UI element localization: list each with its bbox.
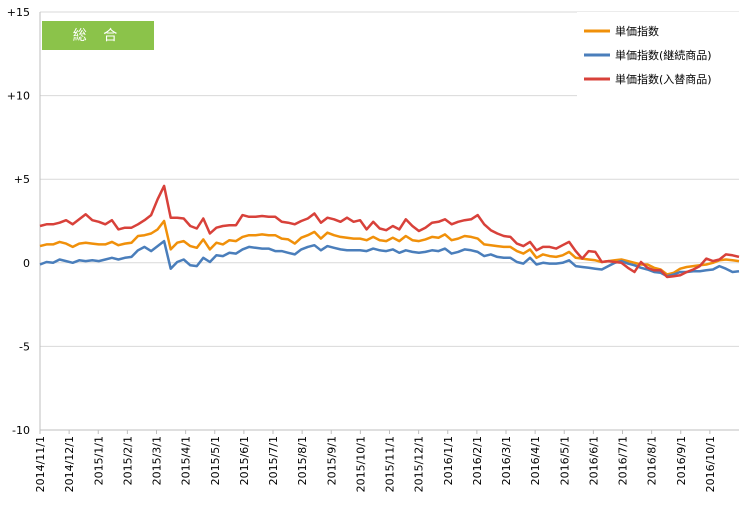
legend-label-unit-price: 単価指数 <box>615 24 659 38</box>
x-tick-labels: 2014/11/1 2014/12/1 2015/1/1 2015/2/1 2015/3… <box>34 436 717 492</box>
x-tick-label: 2015/6/1 <box>238 436 251 485</box>
y-tick-labels: +15 +10 +5 0 -5 -10 <box>7 6 30 437</box>
x-tick-label: 2016/10/1 <box>704 436 717 492</box>
legend-label-continuing-products: 単価指数(継続商品) <box>615 48 712 62</box>
x-tick-label: 2016/8/1 <box>646 436 659 485</box>
x-tick-label: 2015/9/1 <box>325 436 338 485</box>
series-line-continuing-products <box>39 239 740 278</box>
y-tick-label: -10 <box>12 424 30 437</box>
y-tick-label: -5 <box>19 340 30 353</box>
x-tick-label: 2016/6/1 <box>587 436 600 485</box>
x-tick-label: 2015/5/1 <box>209 436 222 485</box>
x-tick-label: 2015/4/1 <box>180 436 193 485</box>
y-tick-label: +10 <box>7 90 30 103</box>
series-line-replacement-products <box>39 184 740 279</box>
x-tick-label: 2014/12/1 <box>63 436 76 492</box>
legend-label-replacement-products: 単価指数(入替商品) <box>615 72 712 86</box>
x-tick-label: 2016/4/1 <box>529 436 542 485</box>
x-tick-label: 2016/9/1 <box>675 436 688 485</box>
y-tick-label: 0 <box>23 257 30 270</box>
x-tick-label: 2016/5/1 <box>558 436 571 485</box>
x-tick-label: 2015/11/1 <box>384 436 397 492</box>
series-line-unit-price <box>39 219 740 276</box>
x-tick-label: 2015/10/1 <box>354 436 367 492</box>
title-badge-background <box>42 21 154 50</box>
axes <box>39 12 739 434</box>
x-tick-label: 2015/2/1 <box>121 436 134 485</box>
y-tick-label: +15 <box>7 6 30 19</box>
title-badge-text: 総 合 <box>73 28 123 44</box>
legend: 単価指数 単価指数(継続商品) 単価指数(入替商品) <box>577 12 739 98</box>
y-tick-label: +5 <box>14 173 30 186</box>
x-tick-label: 2015/12/1 <box>413 436 426 492</box>
x-tick-label: 2016/3/1 <box>500 436 513 485</box>
x-tick-label: 2016/7/1 <box>617 436 630 485</box>
x-tick-label: 2015/7/1 <box>267 436 280 485</box>
series-lines <box>39 184 740 279</box>
x-tick-label: 2015/1/1 <box>92 436 105 485</box>
x-tick-label: 2015/8/1 <box>296 436 309 485</box>
x-tick-label: 2016/2/1 <box>471 436 484 485</box>
x-tick-label: 2016/1/1 <box>442 436 455 485</box>
x-tick-label: 2015/3/1 <box>151 436 164 485</box>
x-tick-label: 2014/11/1 <box>34 436 47 492</box>
title-badge: 総 合 <box>42 21 154 50</box>
